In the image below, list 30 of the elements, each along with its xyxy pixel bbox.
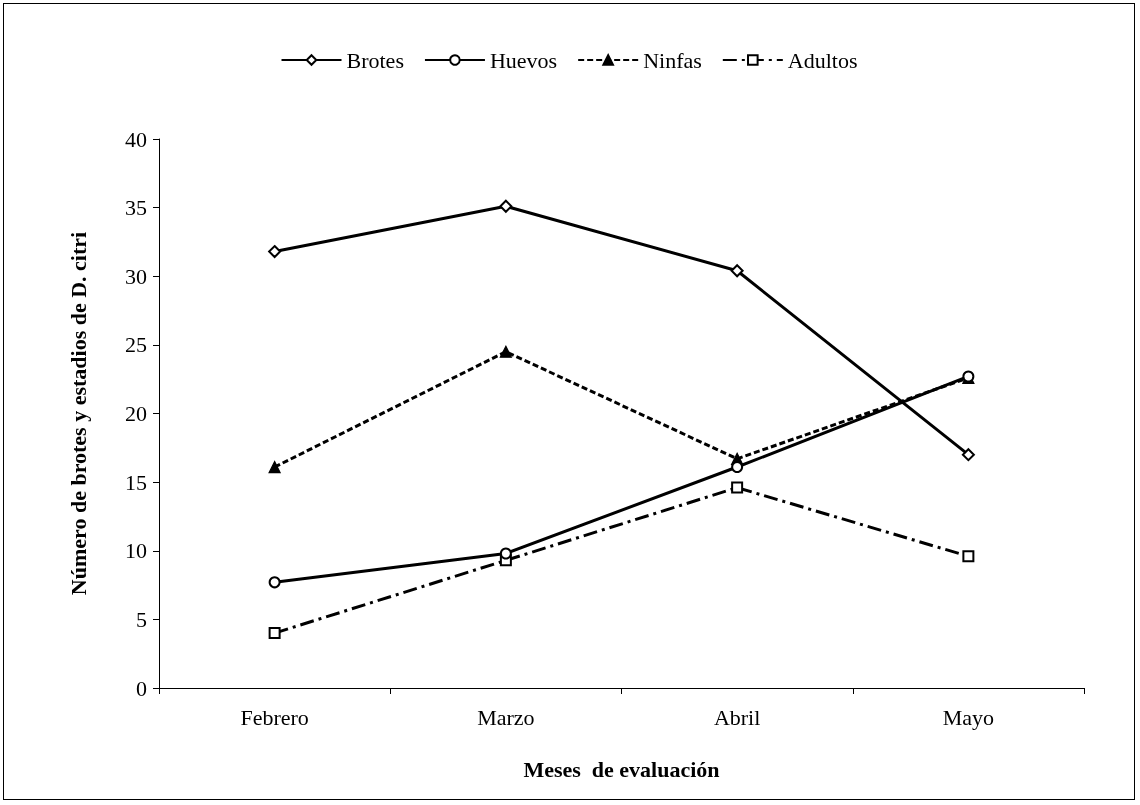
- point: [499, 345, 512, 358]
- legend-label: Huevos: [489, 47, 558, 73]
- point: [268, 627, 281, 640]
- x-tick-label: Abril: [713, 704, 761, 730]
- y-tick-label: 25: [125, 332, 147, 358]
- legend-label: Adultos: [787, 47, 858, 73]
- x-tick-label: Marzo: [477, 704, 535, 730]
- y-axis-title: Número de brotes y estadios de D. citri: [65, 231, 91, 596]
- point: [961, 448, 975, 462]
- legend-label: Ninfas: [643, 47, 702, 73]
- y-tick-label: 20: [125, 401, 147, 426]
- x-axis-title: Meses de evaluación: [523, 756, 720, 782]
- y-tick-label: 40: [125, 126, 147, 152]
- point: [499, 199, 513, 213]
- y-tick-label: 15: [125, 469, 147, 495]
- point: [962, 550, 975, 563]
- point: [268, 460, 281, 474]
- y-tick-label: 10: [125, 538, 147, 564]
- x-tick-label: Febrero: [240, 704, 309, 730]
- point: [730, 264, 744, 278]
- point: [731, 481, 744, 494]
- y-tick-label: 35: [125, 195, 147, 221]
- y-tick-label: 30: [125, 263, 147, 289]
- point: [268, 245, 282, 259]
- y-tick-label: 0: [136, 675, 147, 701]
- y-tick-label: 5: [136, 606, 147, 632]
- x-tick-label: Mayo: [942, 704, 995, 730]
- point: [268, 576, 281, 589]
- legend-label: Brotes: [346, 47, 404, 73]
- point: [499, 547, 512, 560]
